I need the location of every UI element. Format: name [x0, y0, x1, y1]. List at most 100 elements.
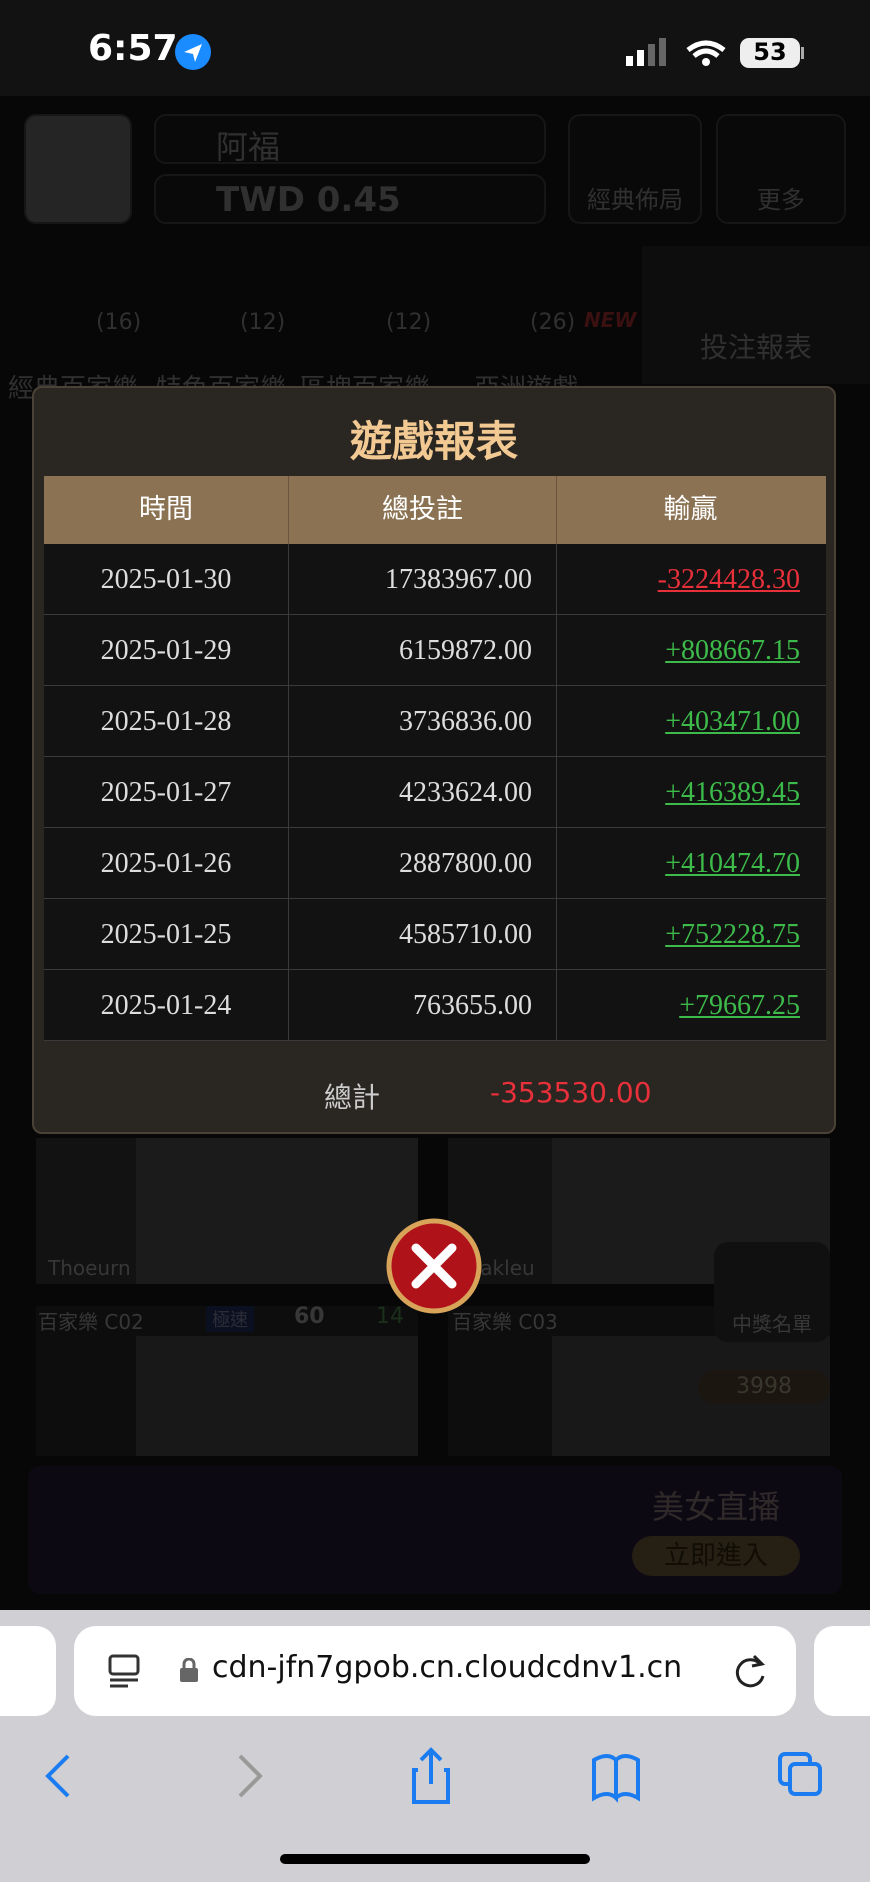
bet-total: 3736836.00	[399, 706, 532, 737]
balance-box: TWD 0.45	[154, 174, 546, 224]
road-map	[136, 1336, 418, 1456]
game-room[interactable]: 百家樂 C03 3998	[448, 1306, 830, 1456]
table-cell: +752228.75	[557, 899, 824, 969]
table-row: 2025-01-28 3736836.00 +403471.00	[44, 686, 826, 757]
road-map	[136, 1138, 418, 1284]
win-loss[interactable]: +403471.00	[665, 706, 800, 737]
lock-icon	[180, 1658, 198, 1682]
tab-count: (12)	[386, 310, 432, 335]
location-icon	[175, 34, 211, 70]
bet-report-panel[interactable]: 投注報表	[642, 246, 870, 384]
players: 60	[294, 1304, 325, 1329]
date: 2025-01-28	[100, 706, 232, 737]
button-label: 經典佈局	[587, 186, 683, 214]
table-cell: 2025-01-29	[44, 615, 289, 685]
address-bar[interactable]: cdn-jfn7gpob.cn.cloudcdnv1.cn	[74, 1626, 796, 1716]
total-value: -353530.00	[490, 1076, 652, 1109]
balance: TWD 0.45	[216, 180, 401, 220]
bet-total: 17383967.00	[385, 564, 532, 595]
date: 2025-01-25	[100, 919, 232, 950]
table-row: 2025-01-25 4585710.00 +752228.75	[44, 899, 826, 970]
game-room[interactable]: Thoeurn	[36, 1138, 418, 1284]
button-label: 中獎名單	[732, 1312, 812, 1336]
table-row: 2025-01-29 6159872.00 +808667.15	[44, 615, 826, 686]
table-cell: 763655.00	[289, 970, 557, 1040]
bet-total: 6159872.00	[399, 635, 532, 666]
live-banner[interactable]: 美女直播 立即進入	[28, 1466, 842, 1594]
table-cell: -3224428.30	[557, 544, 824, 614]
browser-bar: cdn-jfn7gpob.cn.cloudcdnv1.cn	[0, 1610, 870, 1882]
date: 2025-01-27	[100, 777, 232, 808]
table-cell: +79667.25	[557, 970, 824, 1040]
table-row: 2025-01-24 763655.00 +79667.25	[44, 970, 826, 1041]
prev-tab[interactable]	[0, 1626, 56, 1716]
reload-icon[interactable]	[732, 1652, 768, 1690]
table-row: 2025-01-26 2887800.00 +410474.70	[44, 828, 826, 899]
time: 6:57	[88, 28, 178, 69]
bet-total: 4585710.00	[399, 919, 532, 950]
win-loss[interactable]: +808667.15	[665, 635, 800, 666]
table-cell: 3736836.00	[289, 686, 557, 756]
room-name: 百家樂 C03	[452, 1310, 558, 1334]
panel-label: 投注報表	[699, 331, 812, 364]
table-cell: 17383967.00	[289, 544, 557, 614]
report-modal: 遊戲報表 時間 總投註 輸贏 2025-01-30 17383967.00 -322442…	[32, 386, 836, 1134]
bet-total: 763655.00	[413, 990, 532, 1021]
table-header: 時間 總投註 輸贏	[44, 476, 826, 544]
column-header: 總投註	[289, 476, 557, 544]
status-bar: 6:57 53	[0, 0, 870, 96]
dealer-name: Thoeurn	[48, 1256, 131, 1280]
banner-title: 美女直播	[652, 1488, 781, 1526]
table-cell: +410474.70	[557, 828, 824, 898]
table-cell: 2025-01-26	[44, 828, 289, 898]
next-tab[interactable]	[814, 1626, 870, 1716]
table-cell: +416389.45	[557, 757, 824, 827]
tab-count: (12)	[240, 310, 286, 335]
bet-total: 4233624.00	[399, 777, 532, 808]
room-players: 3998	[698, 1370, 830, 1404]
total-label: 總計	[324, 1081, 381, 1114]
date: 2025-01-24	[100, 990, 232, 1021]
avatar	[24, 114, 132, 224]
table-cell: 2025-01-25	[44, 899, 289, 969]
table-row: 2025-01-30 17383967.00 -3224428.30	[44, 544, 826, 615]
win-loss[interactable]: +79667.25	[679, 990, 800, 1021]
tab-count: (16)	[96, 310, 142, 335]
table-cell: 2025-01-24	[44, 970, 289, 1040]
date: 2025-01-29	[100, 635, 232, 666]
column-header: 時間	[44, 476, 289, 544]
win-loss[interactable]: +410474.70	[665, 848, 800, 879]
table-cell: +808667.15	[557, 615, 824, 685]
battery-level: 53	[753, 38, 787, 66]
reader-icon	[108, 1654, 140, 1688]
banner-button: 立即進入	[632, 1536, 800, 1576]
date: 2025-01-30	[100, 564, 232, 595]
room-count: 14	[376, 1304, 404, 1329]
table-cell: 2025-01-28	[44, 686, 289, 756]
win-loss[interactable]: +416389.45	[665, 777, 800, 808]
modal-title: 遊戲報表	[349, 417, 518, 466]
user-name: 阿福	[216, 128, 281, 166]
table-cell: 2025-01-30	[44, 544, 289, 614]
url: cdn-jfn7gpob.cn.cloudcdnv1.cn	[212, 1650, 683, 1685]
room-name: 百家樂 C02	[38, 1310, 144, 1334]
new-badge: NEW	[584, 308, 637, 332]
more-button[interactable]: 更多	[716, 114, 846, 224]
tab-count: (26)	[530, 310, 576, 335]
close-button[interactable]	[386, 1218, 482, 1314]
win-loss[interactable]: +752228.75	[665, 919, 800, 950]
table-cell: 2887800.00	[289, 828, 557, 898]
user-name-box: 阿福	[154, 114, 546, 166]
status-icons	[626, 38, 804, 68]
table-cell: 4233624.00	[289, 757, 557, 827]
table-cell: 2025-01-27	[44, 757, 289, 827]
column-header: 輸贏	[663, 494, 718, 525]
game-room[interactable]: 百家樂 C02 極速 60 14	[36, 1304, 418, 1456]
table-row: 2025-01-27 4233624.00 +416389.45	[44, 757, 826, 828]
home-indicator	[280, 1854, 590, 1864]
winners-button[interactable]: 中獎名單	[714, 1242, 830, 1342]
win-loss[interactable]: -3224428.30	[657, 564, 800, 595]
table-cell: 6159872.00	[289, 615, 557, 685]
layout-button[interactable]: 經典佈局	[568, 114, 702, 224]
